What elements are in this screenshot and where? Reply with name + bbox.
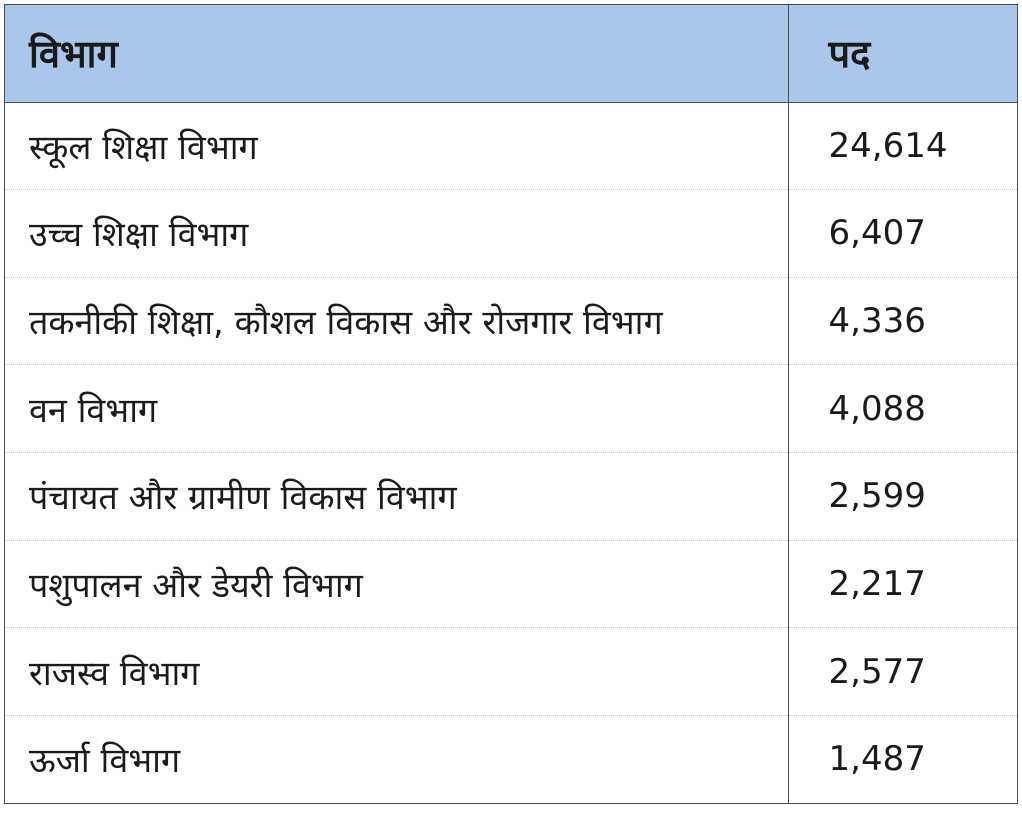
- header-posts: पद: [787, 5, 1017, 103]
- department-cell: राजस्व विभाग: [5, 627, 788, 716]
- department-cell: पशुपालन और डेयरी विभाग: [5, 540, 788, 629]
- table-row: पंचायत और ग्रामीण विकास विभाग 2,599: [5, 452, 1017, 541]
- header-department: विभाग: [5, 5, 788, 103]
- posts-cell: 4,088: [787, 364, 1017, 453]
- table-header: विभाग पद: [5, 5, 1017, 103]
- department-cell: उच्च शिक्षा विभाग: [5, 189, 788, 278]
- table-row: पशुपालन और डेयरी विभाग 2,217: [5, 540, 1017, 629]
- table-row: राजस्व विभाग 2,577: [5, 627, 1017, 716]
- table-body: स्कूल शिक्षा विभाग 24,614 उच्च शिक्षा वि…: [5, 102, 1017, 803]
- department-cell: वन विभाग: [5, 364, 788, 453]
- department-cell: पंचायत और ग्रामीण विकास विभाग: [5, 452, 788, 541]
- table-row: स्कूल शिक्षा विभाग 24,614: [5, 102, 1017, 191]
- table-row: वन विभाग 4,088: [5, 364, 1017, 453]
- posts-cell: 4,336: [787, 277, 1017, 366]
- department-posts-table: विभाग पद स्कूल शिक्षा विभाग 24,614 उच्च …: [5, 5, 1017, 803]
- header-row: विभाग पद: [5, 5, 1017, 103]
- department-cell: तकनीकी शिक्षा, कौशल विकास और रोजगार विभा…: [5, 277, 788, 366]
- posts-cell: 2,217: [787, 540, 1017, 629]
- posts-table-container: विभाग पद स्कूल शिक्षा विभाग 24,614 उच्च …: [4, 4, 1018, 804]
- posts-cell: 1,487: [787, 715, 1017, 803]
- posts-cell: 24,614: [787, 102, 1017, 191]
- table-row: ऊर्जा विभाग 1,487: [5, 715, 1017, 803]
- posts-cell: 6,407: [787, 189, 1017, 278]
- posts-cell: 2,599: [787, 452, 1017, 541]
- department-cell: ऊर्जा विभाग: [29, 741, 181, 782]
- table-row: तकनीकी शिक्षा, कौशल विकास और रोजगार विभा…: [5, 277, 1017, 366]
- department-cell: स्कूल शिक्षा विभाग: [5, 102, 788, 191]
- table-row: उच्च शिक्षा विभाग 6,407: [5, 189, 1017, 278]
- posts-cell: 2,577: [787, 627, 1017, 716]
